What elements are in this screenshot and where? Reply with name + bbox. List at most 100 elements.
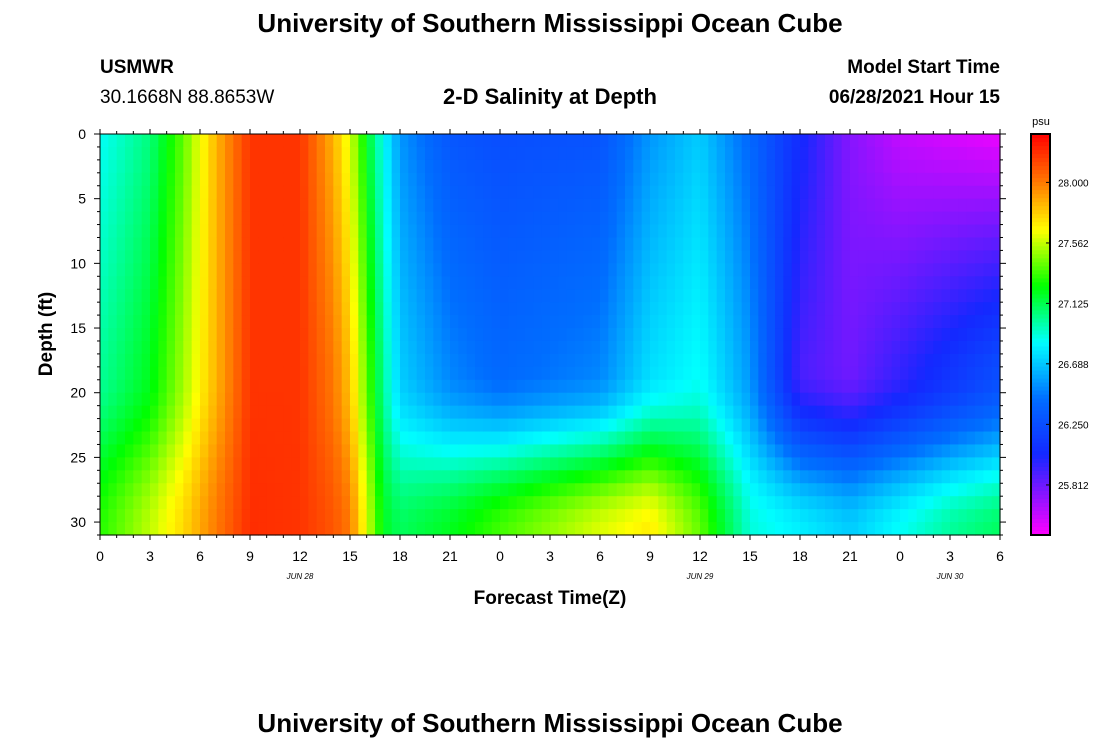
heatmap-cell xyxy=(808,289,818,303)
heatmap-cell xyxy=(100,431,109,446)
heatmap-cell xyxy=(666,146,676,161)
heatmap-cell xyxy=(175,496,184,510)
heatmap-cell xyxy=(233,509,243,523)
heatmap-cell xyxy=(483,198,493,213)
heatmap-cell xyxy=(725,211,734,226)
heatmap-cell xyxy=(483,431,493,446)
heatmap-cell xyxy=(891,444,901,458)
heatmap-cell xyxy=(258,237,268,252)
heatmap-cell xyxy=(825,522,834,536)
heatmap-cell xyxy=(233,483,243,497)
heatmap-cell xyxy=(141,392,151,407)
heatmap-cell xyxy=(683,159,693,174)
heatmap-cell xyxy=(941,172,951,187)
heatmap-cell xyxy=(316,405,326,420)
heatmap-cell xyxy=(600,185,609,200)
heatmap-cell xyxy=(233,172,243,187)
heatmap-cell xyxy=(808,276,818,290)
heatmap-cell xyxy=(975,418,984,433)
heatmap-cell xyxy=(700,134,709,148)
heatmap-cell xyxy=(658,457,668,471)
heatmap-cell xyxy=(150,418,159,433)
heatmap-cell xyxy=(750,457,759,471)
heatmap-cell xyxy=(600,457,609,471)
heatmap-cell xyxy=(175,146,184,161)
heatmap-cell xyxy=(133,509,143,523)
heatmap-cell xyxy=(383,379,393,394)
heatmap-cell xyxy=(741,172,751,187)
heatmap-cell xyxy=(158,366,168,381)
heatmap-cell xyxy=(116,198,126,213)
heatmap-cell xyxy=(341,289,351,303)
heatmap-cell xyxy=(233,198,243,213)
heatmap-cell xyxy=(900,496,909,510)
heatmap-cell xyxy=(433,353,443,368)
heatmap-cell xyxy=(175,379,184,394)
heatmap-cell xyxy=(716,405,726,420)
heatmap-cell xyxy=(908,315,918,329)
heatmap-cell xyxy=(608,250,618,264)
heatmap-cell xyxy=(433,340,443,355)
heatmap-cell xyxy=(391,146,401,161)
heatmap-cell xyxy=(375,509,384,523)
heatmap-cell xyxy=(583,366,593,381)
heatmap-cell xyxy=(375,172,384,187)
heatmap-cell xyxy=(441,159,451,174)
heatmap-cell xyxy=(483,353,493,368)
heatmap-cell xyxy=(883,302,893,316)
heatmap-cell xyxy=(575,366,584,381)
heatmap-cell xyxy=(425,431,434,446)
heatmap-cell xyxy=(758,444,768,458)
heatmap-cell xyxy=(958,418,968,433)
heatmap-cell xyxy=(825,185,834,200)
heatmap-cell xyxy=(400,483,409,497)
heatmap-cell xyxy=(150,237,159,252)
heatmap-cell xyxy=(950,276,959,290)
heatmap-cell xyxy=(933,340,943,355)
heatmap-cell xyxy=(825,405,834,420)
heatmap-cell xyxy=(233,366,243,381)
heatmap-cell xyxy=(208,392,218,407)
heatmap-cell xyxy=(750,302,759,316)
heatmap-cell xyxy=(325,134,334,148)
heatmap-cell xyxy=(966,379,976,394)
heatmap-cell xyxy=(916,470,926,484)
heatmap-cell xyxy=(508,276,518,290)
heatmap-cell xyxy=(708,366,718,381)
heatmap-cell xyxy=(700,509,709,523)
heatmap-cell xyxy=(675,353,684,368)
heatmap-cell xyxy=(225,315,234,329)
heatmap-cell xyxy=(816,302,826,316)
heatmap-cell xyxy=(733,366,743,381)
heatmap-cell xyxy=(566,159,576,174)
heatmap-cell xyxy=(133,340,143,355)
heatmap-cell xyxy=(466,224,476,239)
heatmap-cell xyxy=(100,224,109,239)
heatmap-cell xyxy=(183,340,193,355)
heatmap-cell xyxy=(925,353,934,368)
heatmap-cell xyxy=(825,353,834,368)
heatmap-cell xyxy=(666,134,676,148)
heatmap-cell xyxy=(275,302,284,316)
heatmap-cell xyxy=(500,444,509,458)
heatmap-cell xyxy=(725,340,734,355)
heatmap-cell xyxy=(241,418,251,433)
heatmap-cell xyxy=(516,146,526,161)
heatmap-cell xyxy=(150,328,159,342)
heatmap-cell xyxy=(833,457,843,471)
heatmap-cell xyxy=(275,211,284,226)
heatmap-cell xyxy=(916,444,926,458)
heatmap-cell xyxy=(875,263,884,277)
heatmap-cell xyxy=(775,315,784,329)
heatmap-cell xyxy=(325,444,334,458)
heatmap-cell xyxy=(683,444,693,458)
heatmap-cell xyxy=(533,496,543,510)
heatmap-cell xyxy=(391,353,401,368)
heatmap-cell xyxy=(266,172,276,187)
heatmap-cell xyxy=(183,159,193,174)
heatmap-cell xyxy=(650,289,659,303)
heatmap-cell xyxy=(100,470,109,484)
heatmap-cell xyxy=(625,431,634,446)
heatmap-cell xyxy=(275,418,284,433)
heatmap-cell xyxy=(691,172,701,187)
